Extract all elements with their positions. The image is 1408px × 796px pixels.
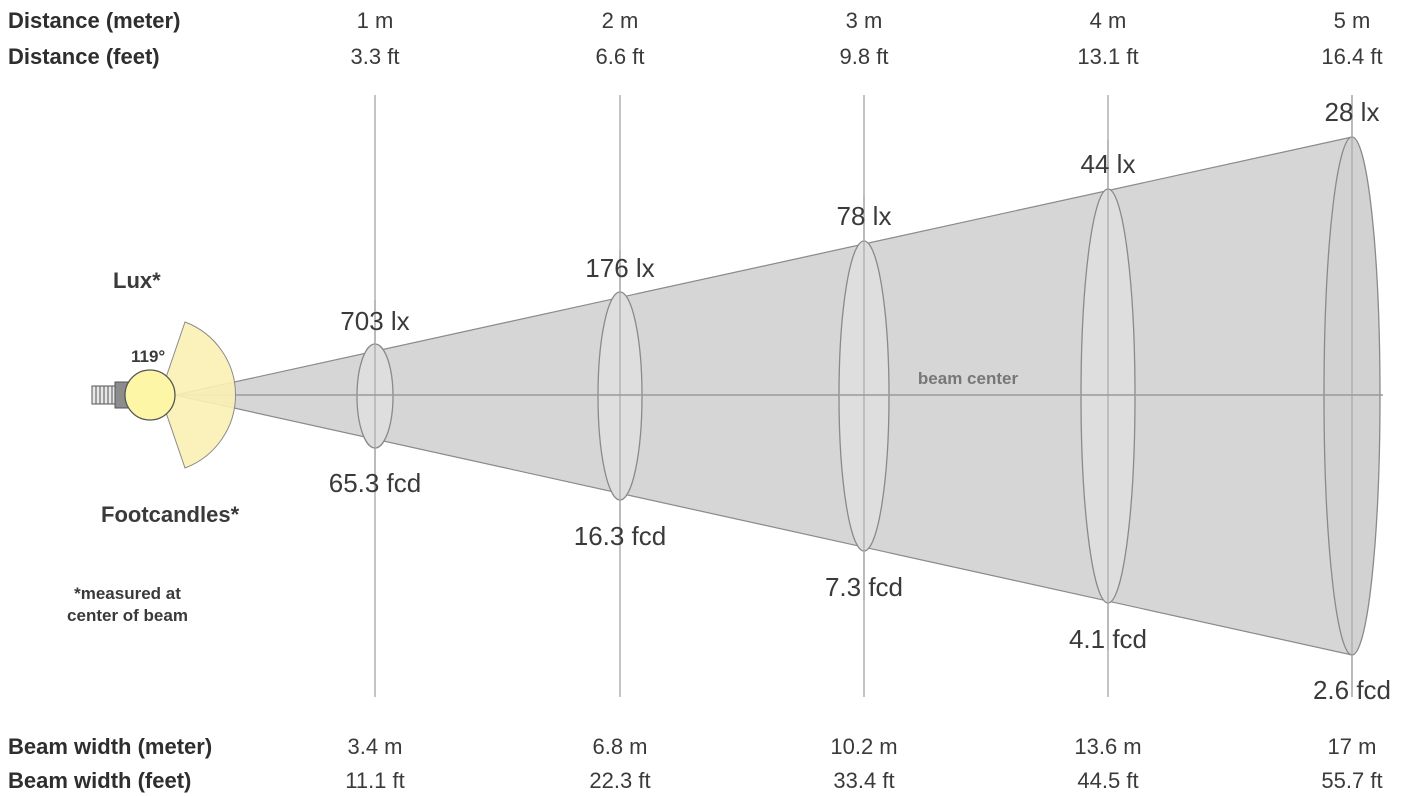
beam-width-ft-2: 22.3 ft bbox=[589, 768, 651, 793]
distance-ft-5: 16.4 ft bbox=[1321, 44, 1383, 69]
beam-width-m-2: 6.8 m bbox=[592, 734, 648, 759]
footcandles-label: Footcandles* bbox=[101, 502, 240, 527]
footcandle-values: 65.3 fcd 16.3 fcd 7.3 fcd 4.1 fcd 2.6 fc… bbox=[329, 468, 1391, 705]
fcd-value-5m: 2.6 fcd bbox=[1313, 675, 1391, 705]
fcd-value-3m: 7.3 fcd bbox=[825, 572, 903, 602]
lux-value-5m: 28 lx bbox=[1325, 97, 1380, 127]
lux-value-2m: 176 lx bbox=[585, 253, 654, 283]
distance-feet-label: Distance (feet) bbox=[8, 44, 160, 69]
beam-width-m-3: 10.2 m bbox=[830, 734, 898, 759]
fcd-value-1m: 65.3 fcd bbox=[329, 468, 422, 498]
lux-value-4m: 44 lx bbox=[1081, 149, 1136, 179]
distance-ft-1: 3.3 ft bbox=[350, 44, 400, 69]
distance-m-1: 1 m bbox=[356, 8, 394, 33]
distance-m-5: 5 m bbox=[1333, 8, 1371, 33]
distance-ft-2: 6.6 ft bbox=[595, 44, 645, 69]
lux-value-3m: 78 lx bbox=[837, 201, 892, 231]
beam-center-label: beam center bbox=[918, 369, 1019, 388]
beam-angle-wedge bbox=[159, 321, 237, 469]
measurement-note-line1: *measured at bbox=[74, 584, 181, 603]
distance-m-4: 4 m bbox=[1089, 8, 1127, 33]
beam-width-feet-label: Beam width (feet) bbox=[8, 768, 192, 793]
lamp-bulb bbox=[124, 369, 176, 421]
beam-width-m-1: 3.4 m bbox=[347, 734, 403, 759]
beam-cone bbox=[174, 136, 1353, 656]
beam-width-m-4: 13.6 m bbox=[1074, 734, 1142, 759]
beam-width-ft-4: 44.5 ft bbox=[1077, 768, 1139, 793]
distance-ft-3: 9.8 ft bbox=[839, 44, 889, 69]
lux-values: 703 lx 176 lx 78 lx 44 lx 28 lx bbox=[340, 97, 1379, 336]
beam-width-meter-label: Beam width (meter) bbox=[8, 734, 213, 759]
beam-angle-label: 119° bbox=[131, 347, 165, 366]
distance-m-2: 2 m bbox=[601, 8, 639, 33]
measurement-note: *measured at center of beam bbox=[40, 583, 215, 627]
beam-width-m-5: 17 m bbox=[1327, 734, 1377, 759]
lux-label: Lux* bbox=[113, 268, 161, 293]
beam-width-ft-3: 33.4 ft bbox=[833, 768, 895, 793]
lamp-icon bbox=[91, 369, 176, 421]
fcd-value-4m: 4.1 fcd bbox=[1069, 624, 1147, 654]
distance-meter-label: Distance (meter) bbox=[8, 8, 181, 33]
fcd-value-2m: 16.3 fcd bbox=[574, 521, 667, 551]
beam-width-ft-1: 11.1 ft bbox=[345, 768, 405, 793]
lamp-screw-threads bbox=[95, 386, 113, 404]
distance-m-3: 3 m bbox=[845, 8, 883, 33]
beam-width-ft-5: 55.7 ft bbox=[1321, 768, 1383, 793]
distance-ft-4: 13.1 ft bbox=[1077, 44, 1139, 69]
lux-value-1m: 703 lx bbox=[340, 306, 409, 336]
measurement-note-line2: center of beam bbox=[67, 606, 188, 625]
